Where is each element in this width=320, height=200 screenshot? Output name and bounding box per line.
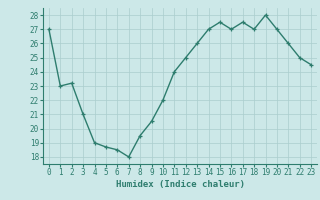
X-axis label: Humidex (Indice chaleur): Humidex (Indice chaleur): [116, 180, 244, 189]
